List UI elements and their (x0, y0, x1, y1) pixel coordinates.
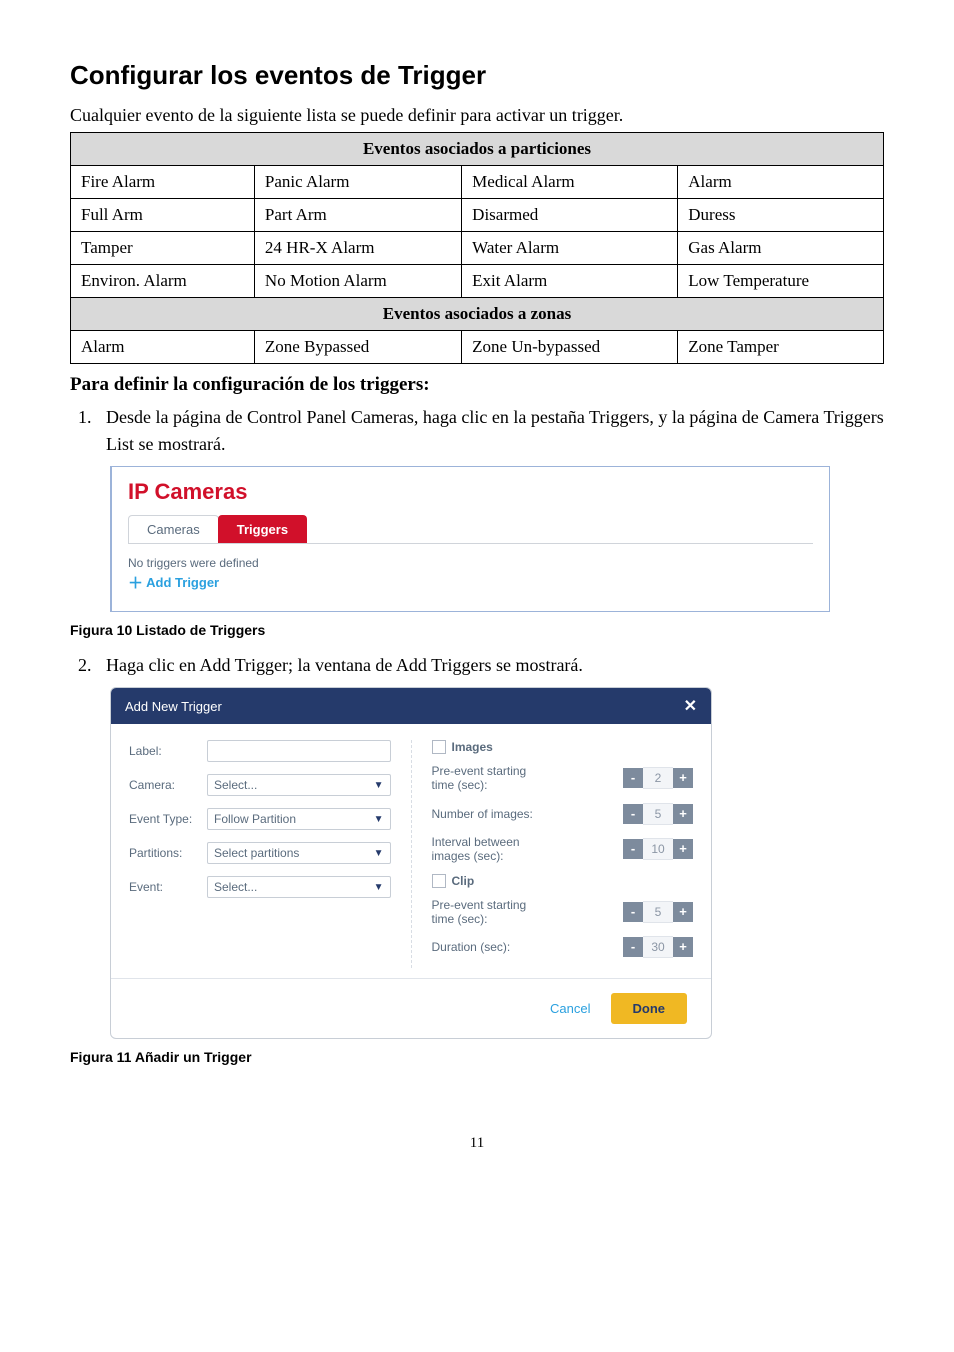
plus-icon[interactable]: + (673, 937, 693, 957)
table-row: Alarm Zone Bypassed Zone Un-bypassed Zon… (71, 331, 884, 364)
dialog-header: Add New Trigger ✕ (111, 688, 711, 724)
close-icon[interactable]: ✕ (684, 696, 697, 716)
partitions-select[interactable]: Select partitions ▼ (207, 842, 391, 864)
chevron-down-icon: ▼ (374, 814, 384, 825)
chevron-down-icon: ▼ (374, 848, 384, 859)
label-event-type: Event Type: (129, 812, 199, 826)
minus-icon[interactable]: - (623, 902, 643, 922)
minus-icon[interactable]: - (623, 804, 643, 824)
duration-label: Duration (sec): (432, 940, 552, 954)
chevron-down-icon: ▼ (374, 882, 384, 893)
plus-icon[interactable]: + (673, 768, 693, 788)
ip-cameras-panel: IP Cameras Cameras Triggers No triggers … (110, 466, 830, 612)
add-trigger-link[interactable]: ＋ Add Trigger (128, 572, 813, 593)
pre-event-stepper[interactable]: - 2 + (623, 767, 693, 789)
cancel-button[interactable]: Cancel (550, 1001, 590, 1016)
dialog-left-col: Label: Camera: Select... ▼ Event Type: F… (129, 740, 391, 968)
tab-cameras[interactable]: Cameras (128, 515, 219, 543)
images-section[interactable]: Images (432, 740, 694, 754)
label-input[interactable] (207, 740, 391, 762)
minus-icon[interactable]: - (623, 839, 643, 859)
done-button[interactable]: Done (611, 993, 688, 1024)
images-checkbox[interactable] (432, 740, 446, 754)
step-2: Haga clic en Add Trigger; la ventana de … (96, 652, 884, 679)
tab-triggers[interactable]: Triggers (218, 515, 307, 543)
no-triggers-text: No triggers were defined (128, 556, 813, 570)
label-camera: Camera: (129, 778, 199, 792)
clip-pre-event-label: Pre-event starting time (sec): (432, 898, 552, 927)
dialog-footer: Cancel Done (111, 978, 711, 1038)
minus-icon[interactable]: - (623, 768, 643, 788)
minus-icon[interactable]: - (623, 937, 643, 957)
interval-stepper[interactable]: - 10 + (623, 838, 693, 860)
camera-select[interactable]: Select... ▼ (207, 774, 391, 796)
figure-11-caption: Figura 11 Añadir un Trigger (70, 1049, 884, 1065)
table-row: Fire Alarm Panic Alarm Medical Alarm Ala… (71, 166, 884, 199)
num-images-stepper[interactable]: - 5 + (623, 803, 693, 825)
figure-10-caption: Figura 10 Listado de Triggers (70, 622, 884, 638)
dialog-title: Add New Trigger (125, 699, 222, 714)
pre-event-label: Pre-event starting time (sec): (432, 764, 552, 793)
clip-pre-event-stepper[interactable]: - 5 + (623, 901, 693, 923)
intro-text: Cualquier evento de la siguiente lista s… (70, 105, 884, 126)
add-trigger-dialog: Add New Trigger ✕ Label: Camera: Select.… (110, 687, 712, 1039)
num-images-label: Number of images: (432, 807, 552, 821)
plus-icon[interactable]: + (673, 902, 693, 922)
clip-section[interactable]: Clip (432, 874, 694, 888)
label-label: Label: (129, 744, 199, 758)
subheading: Para definir la configuración de los tri… (70, 374, 884, 396)
clip-checkbox[interactable] (432, 874, 446, 888)
add-trigger-label: Add Trigger (146, 575, 219, 590)
table-row: Environ. Alarm No Motion Alarm Exit Alar… (71, 265, 884, 298)
event-type-select[interactable]: Follow Partition ▼ (207, 808, 391, 830)
page-number: 11 (70, 1135, 884, 1152)
chevron-down-icon: ▼ (374, 780, 384, 791)
table-section1: Eventos asociados a particiones (71, 133, 884, 166)
table-row: Full Arm Part Arm Disarmed Duress (71, 199, 884, 232)
label-partitions: Partitions: (129, 846, 199, 860)
steps-list-2: Haga clic en Add Trigger; la ventana de … (70, 652, 884, 679)
dialog-right-col: Images Pre-event starting time (sec): - … (411, 740, 694, 968)
table-section2: Eventos asociados a zonas (71, 298, 884, 331)
duration-stepper[interactable]: - 30 + (623, 936, 693, 958)
label-event: Event: (129, 880, 199, 894)
plus-icon[interactable]: + (673, 804, 693, 824)
step-1: Desde la página de Control Panel Cameras… (96, 404, 884, 458)
table-row: Tamper 24 HR-X Alarm Water Alarm Gas Ala… (71, 232, 884, 265)
page-title: Configurar los eventos de Trigger (70, 60, 884, 91)
event-select[interactable]: Select... ▼ (207, 876, 391, 898)
plus-icon: ＋ (128, 575, 143, 592)
events-table: Eventos asociados a particiones Fire Ala… (70, 132, 884, 364)
steps-list: Desde la página de Control Panel Cameras… (70, 404, 884, 458)
ip-cameras-title: IP Cameras (128, 479, 813, 505)
interval-label: Interval between images (sec): (432, 835, 552, 864)
plus-icon[interactable]: + (673, 839, 693, 859)
tabs: Cameras Triggers (128, 515, 813, 544)
